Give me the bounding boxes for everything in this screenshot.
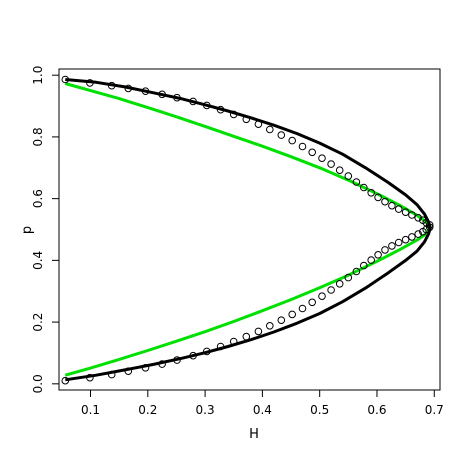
x-tick-label: 0.3 [196,403,215,417]
y-tick-label: 0.8 [31,127,45,146]
data-point [141,364,150,372]
data-point [86,373,94,382]
y-tick-label: 0.2 [31,313,45,332]
data-point [374,251,382,259]
x-tick-label: 0.5 [310,403,329,417]
data-point [298,142,307,151]
data-point [266,322,274,330]
data-point [360,261,368,270]
data-point [344,172,353,180]
data-point [203,101,211,110]
x-tick-label: 0.4 [253,403,272,417]
data-point [216,105,225,114]
data-point [277,316,286,325]
data-point [401,208,410,216]
x-axis-label: H [249,427,259,442]
data-point [189,97,197,106]
data-point [388,201,396,210]
data-point [318,154,326,162]
y-tick-label: 0.6 [31,189,45,208]
x-tick-label: 0.1 [81,403,100,417]
data-point [254,327,263,336]
reference-curve [64,82,431,377]
x-tick-label: 0.6 [367,403,386,417]
data-point [335,166,344,174]
data-point [266,125,274,134]
data-point [107,81,116,90]
data-point [229,337,238,346]
data-point [367,256,376,264]
data-point [308,148,317,157]
data-point [158,360,166,368]
series-layer [61,75,434,385]
data-point [394,205,403,213]
data-point [394,238,403,247]
y-axis-label: p [20,226,35,234]
data-point [203,347,211,356]
data-point [86,79,94,87]
data-point [288,136,297,145]
data-point [254,120,263,128]
data-point [308,298,317,307]
x-tick-label: 0.2 [138,403,157,417]
data-point [158,90,166,99]
data-point [414,214,423,222]
x-axis: 0.1 0.2 0.3 0.4 0.5 0.6 0.7 [81,389,444,417]
data-point [352,267,361,276]
data-point [388,242,396,250]
data-point [173,93,181,102]
data-point [408,211,416,219]
data-point [414,230,423,238]
data-point [141,87,150,95]
y-tick-label: 0.4 [31,251,45,270]
y-tick-label: 1.0 [31,66,45,85]
data-point [335,280,344,288]
x-tick-label: 0.7 [425,403,444,417]
data-point [327,286,335,294]
data-point [107,370,116,379]
data-point [216,342,225,351]
data-point [374,193,382,202]
data-point [401,235,410,244]
data-point [298,304,307,313]
data-point [61,75,70,84]
data-point [124,367,133,376]
data-point [242,115,251,124]
data-point [367,189,376,197]
data-point [318,292,326,301]
data-point [229,110,238,119]
data-point [277,131,286,139]
y-tick-label: 0.0 [31,374,45,393]
y-axis: 0.0 0.2 0.4 0.6 0.8 1.0 [31,66,60,393]
data-point [173,356,181,364]
data-point [288,310,297,319]
data-point [408,233,416,241]
fitted-curve [65,78,432,382]
data-point [124,84,133,93]
data-point [242,332,251,341]
data-point [352,178,361,186]
data-point [419,216,427,224]
data-point [381,197,389,206]
data-point [189,351,197,360]
data-point [360,183,368,192]
data-point [61,376,70,385]
data-point [327,160,335,168]
data-point [381,246,389,254]
data-point [344,273,353,282]
